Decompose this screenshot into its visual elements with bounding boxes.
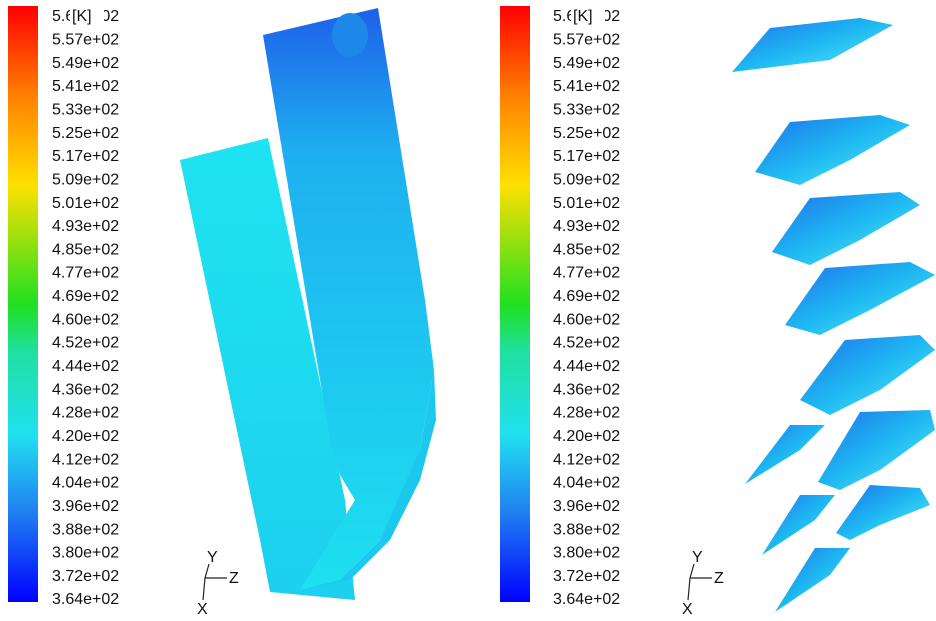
axis-triad: YZ X: [197, 549, 239, 618]
colorbar-label: 4.69e+02: [52, 288, 119, 305]
slab: [263, 8, 434, 590]
unit-label: [K]: [72, 8, 92, 25]
colorbar-label: 5.17e+02: [52, 148, 119, 165]
colorbar-label: 5.33e+02: [52, 101, 119, 118]
colorbar-label: 5.25e+02: [52, 125, 119, 142]
colorbar-label: 5.25e+02: [553, 125, 620, 142]
colorbar-label: 4.28e+02: [553, 405, 620, 422]
axis-line: [689, 563, 695, 579]
colorbar-label: 5.33e+02: [553, 101, 620, 118]
axis-line: [687, 577, 691, 601]
colorbar-gradient: [8, 6, 38, 602]
colorbar-label: 4.04e+02: [52, 475, 119, 492]
colorbar-label: 3.80e+02: [52, 545, 119, 562]
colorbar-label: 5.17e+02: [553, 148, 620, 165]
colorbar-label: 4.77e+02: [553, 265, 620, 282]
axis-z: Z: [714, 570, 724, 587]
colorbar: 5.65e+025.57e+025.49e+025.41e+025.33e+02…: [500, 6, 620, 608]
unit-bg: [70, 8, 104, 26]
colorbar-label: 4.52e+02: [553, 335, 620, 352]
colorbar-label: 3.80e+02: [553, 545, 620, 562]
colorbar-label: 5.01e+02: [553, 195, 620, 212]
colorbar-label: 4.20e+02: [52, 428, 119, 445]
axis-x: X: [682, 601, 693, 618]
axis-line: [202, 577, 206, 601]
colorbar-label: 3.64e+02: [52, 591, 119, 608]
axis-y: Y: [207, 549, 218, 566]
colorbar-label: 4.60e+02: [553, 311, 620, 328]
axis-triad: YZ X: [682, 549, 724, 618]
colorbar-label: 3.96e+02: [52, 498, 119, 515]
colorbar-label: 3.88e+02: [52, 521, 119, 538]
colorbar-label: 4.12e+02: [52, 451, 119, 468]
colorbar-label: 4.36e+02: [553, 381, 620, 398]
colorbar-label: 4.44e+02: [553, 358, 620, 375]
colorbar-label: 3.88e+02: [553, 521, 620, 538]
colorbar-label: 5.49e+02: [52, 55, 119, 72]
colorbar-label: 3.64e+02: [553, 591, 620, 608]
colorbar-label: 5.01e+02: [52, 195, 119, 212]
right-contour: [732, 18, 935, 612]
slab-edge: [300, 370, 436, 590]
colorbar-label: 5.57e+02: [553, 32, 620, 49]
left-contour: [180, 8, 436, 600]
axis-line: [204, 563, 210, 579]
colorbar-label: 5.49e+02: [553, 55, 620, 72]
colorbar-label: 4.60e+02: [52, 311, 119, 328]
colorbar-label: 4.93e+02: [52, 218, 119, 235]
axis-y: Y: [692, 549, 703, 566]
colorbar-label: 4.85e+02: [553, 241, 620, 258]
colorbar-label: 5.41e+02: [52, 78, 119, 95]
colorbar-label: 4.28e+02: [52, 405, 119, 422]
colorbar-label: 4.77e+02: [52, 265, 119, 282]
colorbar-label: 4.36e+02: [52, 381, 119, 398]
colorbar-label: 5.57e+02: [52, 32, 119, 49]
hot-spot: [332, 13, 368, 57]
colorbar-label: 5.09e+02: [52, 171, 119, 188]
colorbar-label: 5.41e+02: [553, 78, 620, 95]
colorbar-label: 3.96e+02: [553, 498, 620, 515]
colorbar-label: 4.52e+02: [52, 335, 119, 352]
colorbar: 5.65e+025.57e+025.49e+025.41e+025.33e+02…: [8, 6, 119, 608]
colorbar-label: 4.69e+02: [553, 288, 620, 305]
slab: [180, 138, 355, 600]
colorbar-label: 5.09e+02: [553, 171, 620, 188]
colorbar-label: 4.04e+02: [553, 475, 620, 492]
colorbar-label: 4.93e+02: [553, 218, 620, 235]
unit-bg: [571, 8, 605, 26]
axis-z: Z: [229, 570, 239, 587]
colorbar-label: 3.72e+02: [52, 568, 119, 585]
colorbar-label: 4.20e+02: [553, 428, 620, 445]
axis-x: X: [197, 601, 208, 618]
unit-label: [K]: [573, 8, 593, 25]
colorbar-label: 4.85e+02: [52, 241, 119, 258]
colorbar-gradient: [500, 6, 530, 602]
colorbar-label: 4.12e+02: [553, 451, 620, 468]
colorbar-label: 4.44e+02: [52, 358, 119, 375]
colorbar-label: 3.72e+02: [553, 568, 620, 585]
